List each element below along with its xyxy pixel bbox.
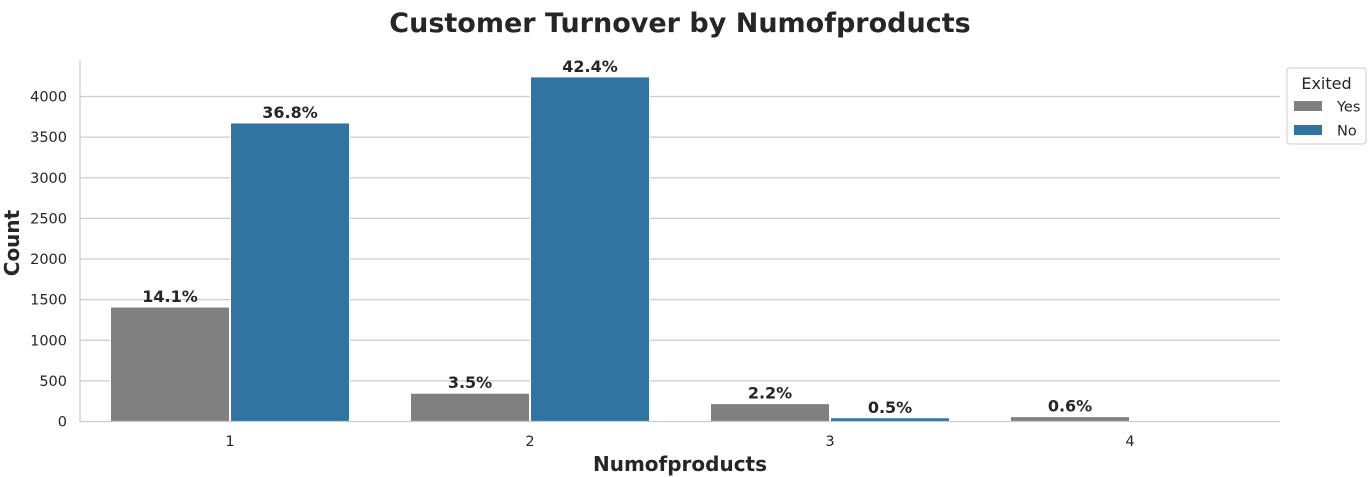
- legend-label-yes: Yes: [1336, 100, 1360, 116]
- bars: [110, 76, 1130, 423]
- bar-no-1: [230, 122, 350, 423]
- data-label: 0.6%: [1048, 397, 1092, 416]
- legend-title: Exited: [1301, 74, 1351, 93]
- bar-yes-2: [410, 392, 530, 423]
- legend-swatch-yes: [1294, 101, 1322, 111]
- chart-title: Customer Turnover by Numofproducts: [389, 8, 970, 39]
- data-label: 42.4%: [562, 57, 618, 76]
- data-label: 36.8%: [262, 103, 318, 122]
- x-tick-label: 2: [525, 434, 534, 450]
- y-tick-label: 0: [58, 415, 67, 431]
- data-labels: 14.1% 36.8% 3.5% 42.4% 2.2% 0.5% 0.6%: [142, 57, 1092, 417]
- y-axis-title: Count: [0, 209, 24, 276]
- y-tick-label: 1500: [30, 293, 67, 309]
- y-tick-label: 3000: [30, 171, 67, 187]
- bar-yes-3: [710, 403, 830, 422]
- y-tick-label: 1000: [30, 333, 67, 349]
- y-tick-label: 3500: [30, 130, 67, 146]
- y-ticks: 0 500 1000 1500 2000 2500 3000 3500 4000: [30, 90, 67, 431]
- y-tick-label: 4000: [30, 90, 67, 106]
- bar-no-2: [530, 76, 650, 423]
- x-tick-label: 1: [225, 434, 234, 450]
- data-label: 0.5%: [868, 398, 912, 417]
- y-tick-label: 2000: [30, 252, 67, 268]
- legend: Exited Yes No: [1286, 67, 1367, 145]
- y-tick-label: 2500: [30, 211, 67, 227]
- x-tick-label: 3: [825, 434, 834, 450]
- data-label: 3.5%: [448, 373, 492, 392]
- bar-yes-4: [1010, 416, 1130, 423]
- y-tick-label: 500: [39, 374, 67, 390]
- bar-yes-1: [110, 306, 230, 423]
- legend-swatch-no: [1294, 125, 1322, 135]
- data-label: 2.2%: [748, 384, 792, 403]
- x-ticks: 1 2 3 4: [225, 434, 1134, 450]
- data-label: 14.1%: [142, 287, 198, 306]
- legend-label-no: No: [1337, 124, 1357, 140]
- x-tick-label: 4: [1125, 434, 1134, 450]
- x-axis-title: Numofproducts: [593, 452, 767, 476]
